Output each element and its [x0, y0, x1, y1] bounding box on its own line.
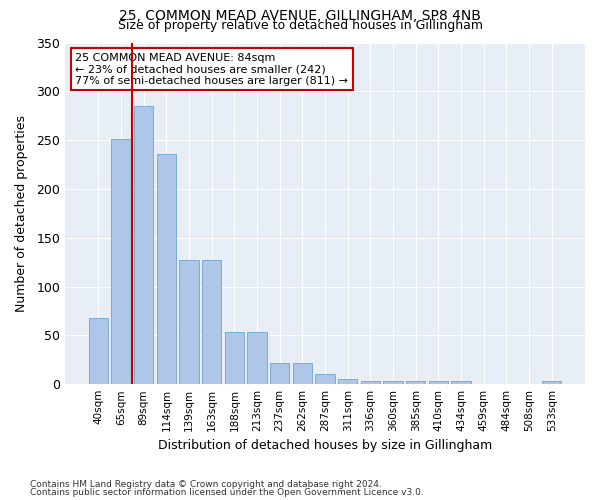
Bar	[112, 139, 131, 384]
X-axis label: Distribution of detached houses by size in Gillingham: Distribution of detached houses by size …	[158, 440, 492, 452]
Bar	[338, 380, 358, 384]
Text: 25, COMMON MEAD AVENUE, GILLINGHAM, SP8 4NB: 25, COMMON MEAD AVENUE, GILLINGHAM, SP8 …	[119, 9, 481, 23]
Bar	[383, 382, 403, 384]
Bar	[89, 318, 108, 384]
Bar	[293, 362, 312, 384]
Bar	[270, 362, 289, 384]
Bar	[134, 106, 154, 384]
Text: Contains HM Land Registry data © Crown copyright and database right 2024.: Contains HM Land Registry data © Crown c…	[30, 480, 382, 489]
Text: Size of property relative to detached houses in Gillingham: Size of property relative to detached ho…	[118, 19, 482, 32]
Bar	[202, 260, 221, 384]
Y-axis label: Number of detached properties: Number of detached properties	[15, 115, 28, 312]
Bar	[406, 382, 425, 384]
Bar	[316, 374, 335, 384]
Bar	[429, 382, 448, 384]
Bar	[179, 260, 199, 384]
Text: 25 COMMON MEAD AVENUE: 84sqm
← 23% of detached houses are smaller (242)
77% of s: 25 COMMON MEAD AVENUE: 84sqm ← 23% of de…	[76, 53, 349, 86]
Bar	[542, 382, 562, 384]
Bar	[361, 382, 380, 384]
Bar	[157, 154, 176, 384]
Text: Contains public sector information licensed under the Open Government Licence v3: Contains public sector information licen…	[30, 488, 424, 497]
Bar	[225, 332, 244, 384]
Bar	[451, 382, 470, 384]
Bar	[247, 332, 266, 384]
